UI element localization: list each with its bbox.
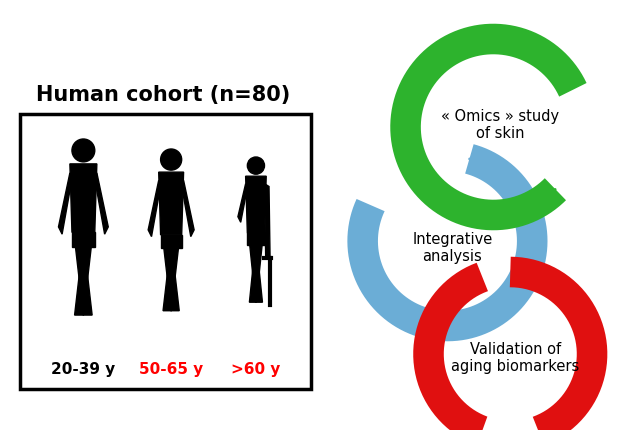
Text: « Omics » study
of skin: « Omics » study of skin (441, 108, 560, 141)
Text: Human cohort (n=80): Human cohort (n=80) (36, 85, 290, 105)
Polygon shape (249, 246, 262, 302)
Polygon shape (72, 233, 95, 247)
Polygon shape (95, 173, 108, 235)
Polygon shape (76, 247, 92, 315)
Polygon shape (248, 233, 264, 246)
Circle shape (160, 150, 181, 171)
Text: 50-65 y: 50-65 y (139, 362, 203, 377)
Polygon shape (181, 181, 194, 237)
Polygon shape (238, 184, 248, 223)
Circle shape (248, 158, 264, 175)
Text: Validation of
aging biomarkers: Validation of aging biomarkers (451, 341, 579, 373)
Text: 20-39 y: 20-39 y (51, 362, 116, 377)
Polygon shape (160, 235, 181, 249)
Polygon shape (249, 246, 262, 302)
Polygon shape (246, 177, 266, 233)
FancyBboxPatch shape (20, 115, 311, 389)
Polygon shape (163, 249, 178, 311)
Polygon shape (58, 173, 72, 235)
Text: >60 y: >60 y (232, 362, 280, 377)
Polygon shape (70, 165, 97, 233)
Polygon shape (264, 184, 270, 262)
Text: Integrative
analysis: Integrative analysis (412, 231, 493, 264)
Polygon shape (148, 181, 161, 237)
Polygon shape (164, 249, 180, 311)
Polygon shape (158, 173, 184, 235)
Circle shape (72, 140, 95, 163)
Polygon shape (75, 247, 91, 315)
